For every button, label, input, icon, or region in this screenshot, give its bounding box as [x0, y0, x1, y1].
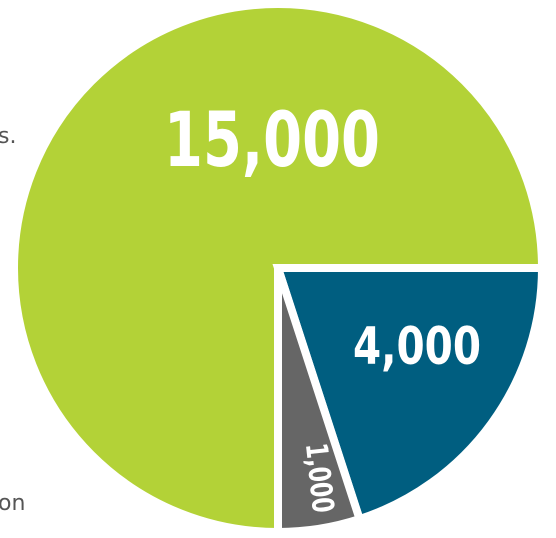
cropped-text-fragment-lower: on — [0, 491, 26, 516]
pie-slices — [10, 0, 547, 537]
data-label-slice-15000: 15,000 — [164, 95, 380, 184]
data-label-slice-1000: 1,000 — [298, 441, 340, 514]
pie-labels: 15,000 4,000 1,000 — [164, 95, 481, 515]
data-label-slice-4000: 4,000 — [353, 317, 481, 377]
slice-1000 — [274, 266, 365, 537]
slice-4000 — [272, 264, 547, 525]
cropped-text-fragment-upper: s. — [0, 124, 17, 149]
slice-15000 — [10, 0, 547, 537]
